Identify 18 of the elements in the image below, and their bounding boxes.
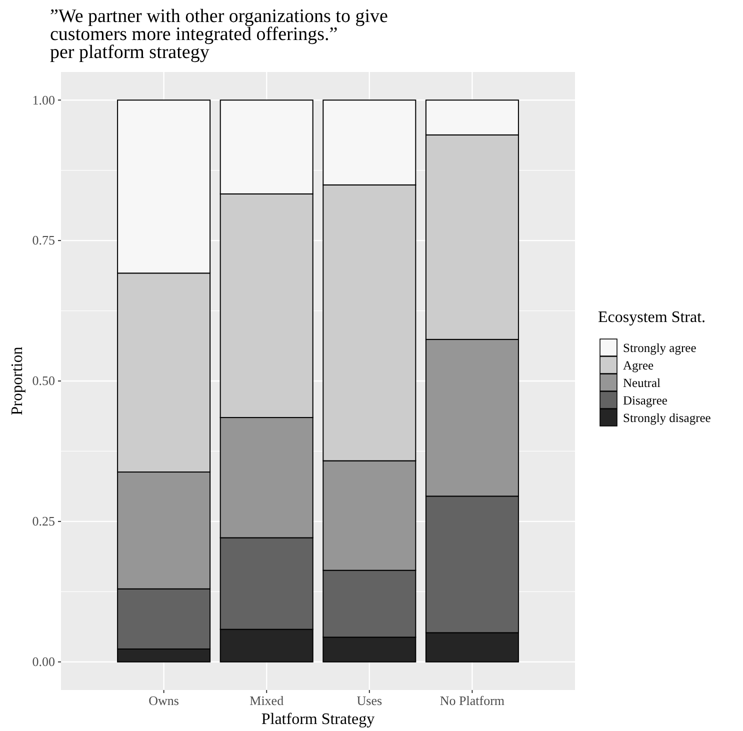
legend-label: Neutral xyxy=(623,376,662,390)
x-tick-label: No Platform xyxy=(440,693,505,708)
y-tick-label: 0.00 xyxy=(32,654,55,670)
legend-label: Strongly disagree xyxy=(623,411,712,425)
y-axis-title: Proportion xyxy=(9,346,26,416)
chart-title: ”We partner with other organizations to give customers more integrated offerings.” xyxy=(50,6,388,45)
y-tick-label: 0.25 xyxy=(32,514,55,529)
legend-title: Ecosystem Strat. xyxy=(598,309,706,326)
y-tick-label: 1.00 xyxy=(32,92,55,108)
x-tick-label: Owns xyxy=(148,693,179,708)
y-tick-label: 0.75 xyxy=(32,232,55,248)
y-tick-label: 0.50 xyxy=(32,373,55,388)
legend-label: Disagree xyxy=(623,394,668,408)
x-tick-label: Mixed xyxy=(250,693,284,708)
legend-label: Agree xyxy=(623,358,654,372)
x-tick-label: Uses xyxy=(356,693,382,708)
legend-label: Strongly agree xyxy=(623,341,697,355)
x-axis-title: Platform Strategy xyxy=(261,711,375,728)
